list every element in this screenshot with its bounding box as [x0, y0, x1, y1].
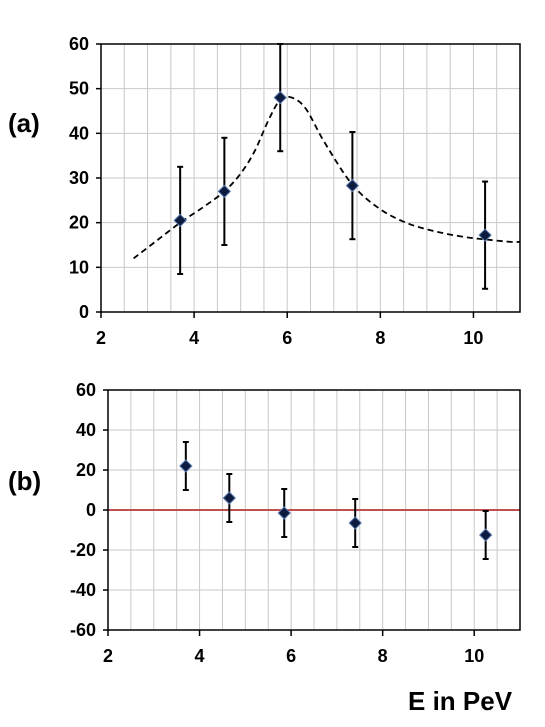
panel-a-chart: 2 4 6 8 10 0 10 20 30 40 50 60	[69, 34, 521, 348]
panel-a-y-tick-label: 30	[69, 168, 89, 188]
panel-b-data-point	[222, 491, 237, 505]
panel-a-fit-curve	[133, 95, 521, 260]
panel-a-x-tick-label: 8	[375, 328, 385, 348]
panel-b-x-tick-label: 4	[195, 646, 205, 666]
panel-a-label: (a)	[8, 108, 40, 138]
panel-b-y-tick-label: 40	[76, 420, 96, 440]
panel-b-x-tick-label: 6	[286, 646, 296, 666]
panel-b-y-tick-label: -20	[70, 540, 96, 560]
panel-b-y-tick-label: 0	[86, 500, 96, 520]
panel-b-chart: 2 4 6 8 10 -60 -40 -20 0 20 40 60	[70, 380, 521, 666]
panel-a-data-point	[345, 178, 360, 193]
panel-b-label: (b)	[8, 466, 42, 496]
panel-a-x-tick-label: 10	[463, 328, 483, 348]
panel-a-y-tick-label: 60	[69, 34, 89, 54]
panel-a-x-tick-label: 4	[189, 328, 199, 348]
panel-a-y-tick-label: 40	[69, 123, 89, 143]
panel-b-x-tick-label: 8	[378, 646, 388, 666]
panel-a-data-point	[273, 90, 287, 105]
panel-a-x-tick-label: 6	[282, 328, 292, 348]
panel-b-data-point	[348, 516, 362, 530]
panel-a-data-point	[217, 184, 232, 199]
panel-b-y-tick-label: 20	[76, 460, 96, 480]
panel-b-data-point	[179, 459, 193, 473]
panel-a-y-tick-label: 50	[69, 79, 89, 99]
panel-b-data-point	[478, 528, 493, 542]
panel-a-y-tick-label: 0	[79, 302, 89, 322]
panel-a-x-tick-label: 2	[96, 328, 106, 348]
panel-b-data-point	[277, 506, 291, 520]
panel-a-y-tick-label: 20	[69, 213, 89, 233]
panel-b-x-tick-label: 10	[464, 646, 484, 666]
panel-b-y-tick-label: -40	[70, 580, 96, 600]
x-axis-label: E in PeV	[408, 686, 513, 716]
panel-b-y-tick-label: -60	[70, 620, 96, 640]
panel-a-data-point	[173, 213, 187, 228]
panel-a-data-point	[478, 228, 492, 242]
panel-b-x-tick-label: 2	[103, 646, 113, 666]
panel-b-y-tick-label: 60	[76, 380, 96, 400]
panel-a-y-tick-label: 10	[69, 257, 89, 277]
